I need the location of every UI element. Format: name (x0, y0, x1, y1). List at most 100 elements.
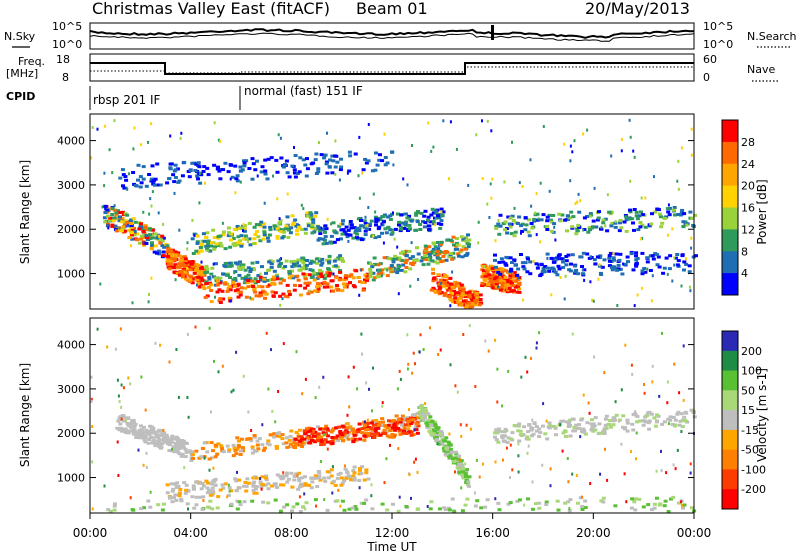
power-colorbar-swatch (722, 273, 738, 296)
power-cell (474, 291, 479, 295)
velocity-cell (346, 474, 351, 478)
velocity-cell (410, 496, 412, 500)
power-cell (275, 236, 280, 240)
velocity-cell (666, 380, 669, 384)
power-cell (427, 245, 432, 249)
power-cell (237, 273, 242, 277)
velocity-cell (348, 405, 351, 409)
power-cell (407, 223, 412, 227)
velocity-cell (568, 424, 573, 427)
power-cell (553, 225, 556, 229)
velocity-cell (147, 432, 152, 436)
power-cell (138, 225, 143, 229)
velocity-cell (502, 430, 507, 434)
power-cell (430, 259, 435, 263)
velocity-panel-frame (89, 317, 695, 514)
velocity-cell (325, 470, 330, 474)
power-cell (666, 272, 669, 276)
power-cell (673, 256, 676, 260)
power-cell (370, 265, 375, 269)
velocity-ylabel: Slant Range [km] (18, 363, 32, 467)
power-cell (204, 245, 209, 249)
velocity-cell (383, 424, 388, 428)
power-cell (658, 215, 663, 219)
velocity-cell (342, 508, 347, 512)
velocity-cell (620, 442, 623, 446)
power-cell (626, 260, 630, 264)
velocity-cell (191, 484, 196, 488)
power-cell (363, 221, 368, 225)
power-cell (353, 152, 358, 156)
power-cell (371, 278, 376, 282)
power-cell (337, 278, 342, 282)
power-cell (513, 275, 518, 279)
power-cell (388, 214, 393, 218)
power-cell (414, 228, 419, 232)
power-cell (271, 275, 276, 279)
power-cell (120, 220, 125, 224)
power-cell (181, 268, 186, 271)
power-cell (131, 171, 136, 174)
velocity-cell (402, 426, 407, 430)
velocity-cell (630, 450, 633, 453)
velocity-cell (170, 436, 175, 440)
power-cell (168, 166, 173, 170)
power-cell (333, 165, 338, 169)
velocity-cell (582, 393, 585, 397)
velocity-cell (554, 433, 558, 437)
power-cell (253, 168, 258, 172)
velocity-cell (353, 438, 358, 441)
power-cell (497, 219, 500, 222)
velocity-cell (314, 396, 317, 400)
power-cell (365, 278, 370, 282)
power-cell (569, 159, 572, 163)
power-cell (517, 276, 520, 280)
nave-label: Nave (747, 63, 775, 76)
power-cell (298, 293, 303, 297)
power-cell (589, 255, 592, 259)
power-cell (581, 268, 584, 272)
power-cell (306, 292, 311, 296)
power-cell (564, 263, 569, 267)
power-cell (281, 297, 284, 301)
velocity-cell (448, 447, 453, 451)
power-cell (141, 177, 146, 181)
power-cell (547, 213, 552, 217)
power-cell (458, 250, 463, 254)
power-cell (352, 226, 357, 230)
velocity-cell (208, 499, 213, 503)
power-cell (377, 268, 382, 272)
power-cell (196, 161, 201, 165)
power-cell (598, 263, 601, 267)
velocity-cell (366, 421, 371, 425)
velocity-cell (279, 483, 283, 487)
velocity-cell (633, 413, 638, 417)
power-cell (611, 210, 614, 214)
power-cell (305, 157, 309, 161)
power-cell (551, 260, 556, 264)
plot-title: Christmas Valley East (fitACF) (92, 0, 330, 18)
power-cell (118, 176, 123, 180)
power-cell (120, 168, 125, 172)
velocity-cell (545, 437, 550, 441)
velocity-cell (305, 427, 309, 431)
velocity-cell (385, 426, 390, 430)
velocity-cell (588, 411, 591, 415)
velocity-cell (438, 432, 443, 436)
velocity-cell (559, 419, 564, 423)
velocity-cell (168, 495, 173, 499)
velocity-cell (306, 437, 311, 441)
velocity-cell (280, 433, 285, 437)
power-cell (498, 272, 503, 276)
power-cell (172, 169, 177, 173)
power-cell (601, 221, 606, 225)
power-cell (385, 161, 390, 165)
velocity-cell (295, 502, 300, 506)
power-cell (515, 273, 519, 277)
power-cell (525, 270, 530, 274)
power-cell (481, 269, 486, 273)
velocity-cell (157, 429, 162, 433)
y-tick-label: 1000 (57, 268, 85, 281)
power-cell (559, 257, 564, 261)
power-cell (325, 258, 330, 262)
